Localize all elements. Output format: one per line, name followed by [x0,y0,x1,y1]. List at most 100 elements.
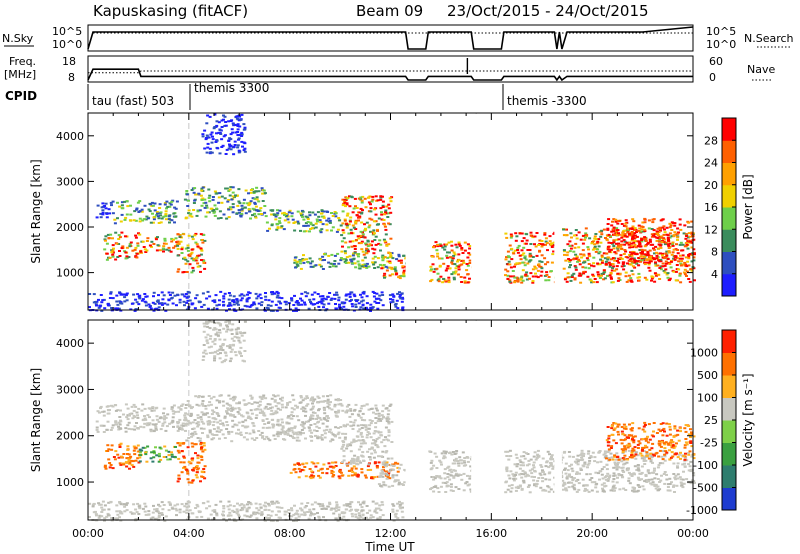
data-cell [611,281,615,284]
data-cell [527,484,531,487]
data-cell [108,462,112,464]
data-cell [344,259,348,262]
data-cell [457,462,460,465]
data-cell [278,222,282,224]
data-cell [227,216,231,219]
data-cell [242,128,246,131]
data-cell [655,254,659,257]
data-cell [465,481,469,483]
data-cell [170,406,174,409]
data-cell [325,472,329,475]
noise-series-lines [87,26,694,50]
data-cell [609,242,613,244]
data-cell [206,211,210,214]
data-cell [534,267,537,270]
data-cell [329,440,333,443]
data-cell [258,403,262,406]
data-cell [663,453,667,456]
data-cell [626,227,629,230]
data-cell [316,220,319,223]
data-cell [468,245,472,247]
data-cell [637,240,641,243]
data-cell [242,149,246,152]
data-cell [360,405,364,407]
data-cell [457,473,461,476]
data-cell [630,246,634,248]
data-cell [397,276,401,279]
data-cell [180,404,183,407]
data-cell [315,218,319,221]
data-cell [383,460,387,463]
data-cell [218,357,222,360]
data-cell [170,455,174,458]
data-cell [327,430,331,433]
data-cell [451,462,455,465]
data-cell [290,297,293,300]
data-cell [663,471,667,473]
data-cell [345,202,349,205]
data-cell [177,406,181,409]
data-cell [643,221,647,224]
data-cell [148,244,152,247]
cpid-mode-3: themis -3300 [507,94,587,108]
data-cell [622,487,626,490]
data-cell [389,254,393,257]
data-cell [383,225,387,228]
data-cell [309,265,313,268]
data-cell [524,242,528,245]
data-cell [223,437,227,439]
data-cell [280,297,284,300]
data-cell [343,425,346,428]
data-cell [246,293,249,296]
data-cell [210,151,214,154]
data-cell [228,301,232,304]
data-cell [138,217,142,220]
data-cell [213,126,217,128]
data-cell [585,484,589,487]
data-cell [347,223,351,226]
data-cell [300,299,304,302]
data-cell [511,270,515,272]
data-cell [567,451,571,453]
data-cell [177,474,181,477]
data-cell [688,253,692,255]
data-cell [575,255,579,258]
data-cell [219,352,222,355]
data-cell [438,243,442,246]
data-cell [104,202,108,205]
data-cell [643,261,647,264]
data-cell [591,248,595,251]
data-cell [681,486,685,489]
data-cell [383,445,387,448]
data-cell [299,212,303,215]
data-cell [176,270,180,273]
data-cell [539,474,543,477]
data-cell [607,477,611,480]
data-cell [672,248,676,251]
data-cell [433,268,437,271]
data-cell [239,434,243,436]
data-cell [600,483,604,486]
data-cell [535,482,539,485]
data-cell [178,235,182,238]
data-cell [373,292,377,294]
data-cell [215,192,219,195]
data-cell [351,262,354,265]
data-cell [95,426,99,429]
data-cell [116,217,119,220]
data-cell [367,201,371,204]
data-cell [352,226,356,229]
data-cell [197,395,201,397]
data-cell [516,251,520,254]
data-cell [575,458,579,461]
data-cell [229,404,232,407]
data-cell [612,245,616,247]
data-cell [339,224,343,227]
data-cell [314,465,318,468]
data-cell [528,249,532,251]
data-cell [240,133,244,136]
data-cell [657,247,661,250]
data-cell [541,480,545,483]
data-cell [664,452,668,455]
data-cell [598,478,601,481]
